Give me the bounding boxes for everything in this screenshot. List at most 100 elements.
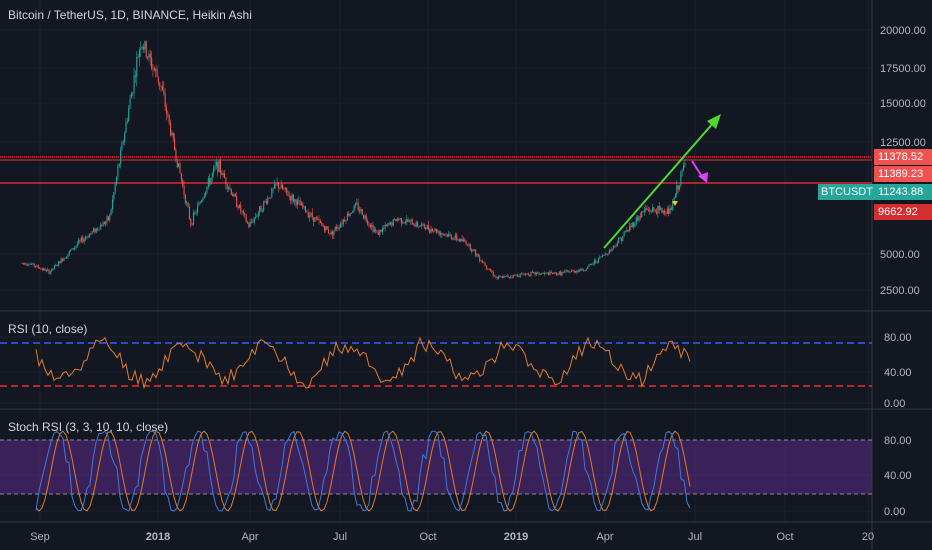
candle xyxy=(57,261,60,266)
candle xyxy=(219,160,222,173)
candle xyxy=(203,195,205,198)
candle xyxy=(140,47,142,50)
candle xyxy=(387,223,389,226)
candle xyxy=(538,272,540,275)
candle xyxy=(299,200,301,206)
candle xyxy=(303,206,305,208)
candle xyxy=(90,232,92,235)
candle xyxy=(261,210,263,212)
candle xyxy=(496,276,498,279)
candle xyxy=(147,56,149,58)
candle xyxy=(45,269,47,272)
candle xyxy=(192,212,195,225)
candle xyxy=(221,172,223,175)
candle xyxy=(467,244,469,246)
rsi-tick-label: 80.00 xyxy=(884,332,912,344)
candle xyxy=(160,85,162,87)
candle xyxy=(468,243,470,246)
candle xyxy=(624,231,627,233)
symbol-badge[interactable]: BTCUSDT xyxy=(818,184,876,200)
candle xyxy=(68,251,70,254)
candle xyxy=(669,207,671,215)
candle xyxy=(307,212,309,218)
candle xyxy=(178,163,180,168)
candle xyxy=(464,239,466,242)
candle xyxy=(22,263,24,264)
candle xyxy=(232,194,234,197)
candle xyxy=(298,200,300,202)
candle xyxy=(26,264,28,266)
candle xyxy=(97,228,99,230)
candle xyxy=(465,241,467,245)
candle xyxy=(421,224,423,227)
candle xyxy=(210,177,212,185)
candle xyxy=(651,207,654,212)
candle xyxy=(612,245,614,249)
candle xyxy=(472,249,474,252)
candle xyxy=(418,226,420,228)
candle xyxy=(229,187,231,189)
candle xyxy=(431,228,433,232)
candle xyxy=(245,215,247,222)
candle xyxy=(411,219,413,225)
candle xyxy=(518,276,520,277)
candle xyxy=(33,263,35,267)
candle xyxy=(336,226,338,229)
candle xyxy=(206,186,208,192)
candle xyxy=(170,122,172,136)
candle xyxy=(450,234,452,239)
candle xyxy=(579,270,581,272)
price-tick-label: 20000.00 xyxy=(880,25,926,37)
candle xyxy=(40,268,42,270)
candle xyxy=(164,93,166,107)
candle xyxy=(75,245,77,248)
candle xyxy=(326,226,328,230)
candle xyxy=(165,106,168,114)
candle xyxy=(217,161,219,172)
candle xyxy=(410,219,412,222)
candle xyxy=(380,229,382,232)
candle xyxy=(253,217,255,223)
candle xyxy=(91,231,93,233)
candle xyxy=(519,273,521,277)
candle xyxy=(157,76,159,83)
candle xyxy=(502,276,504,279)
candle xyxy=(527,273,529,276)
candle xyxy=(665,213,667,214)
candle xyxy=(249,221,251,227)
candle xyxy=(462,239,465,242)
candle xyxy=(587,266,589,269)
candle xyxy=(230,188,232,195)
candle xyxy=(543,272,546,274)
candle xyxy=(62,258,64,261)
candle xyxy=(631,222,633,228)
candle xyxy=(565,270,567,272)
candle xyxy=(608,250,610,255)
candle xyxy=(381,228,384,232)
candle xyxy=(526,273,528,275)
candle xyxy=(144,41,146,50)
candle xyxy=(384,224,386,229)
candle xyxy=(353,205,355,212)
candle xyxy=(52,268,54,270)
candle xyxy=(259,206,261,213)
candle xyxy=(338,227,340,229)
candle xyxy=(323,226,325,231)
candle xyxy=(415,222,417,227)
candle xyxy=(187,202,189,207)
candle xyxy=(435,228,438,233)
candle xyxy=(537,272,539,274)
candle xyxy=(155,69,157,71)
candle xyxy=(592,263,594,265)
candle xyxy=(602,255,604,257)
candle xyxy=(51,268,53,272)
candle xyxy=(238,204,240,208)
candle xyxy=(283,189,285,191)
candle xyxy=(228,187,230,189)
candle xyxy=(209,178,211,185)
candle xyxy=(454,234,456,239)
candle xyxy=(94,228,96,233)
candle xyxy=(507,275,509,278)
candle xyxy=(265,201,267,204)
